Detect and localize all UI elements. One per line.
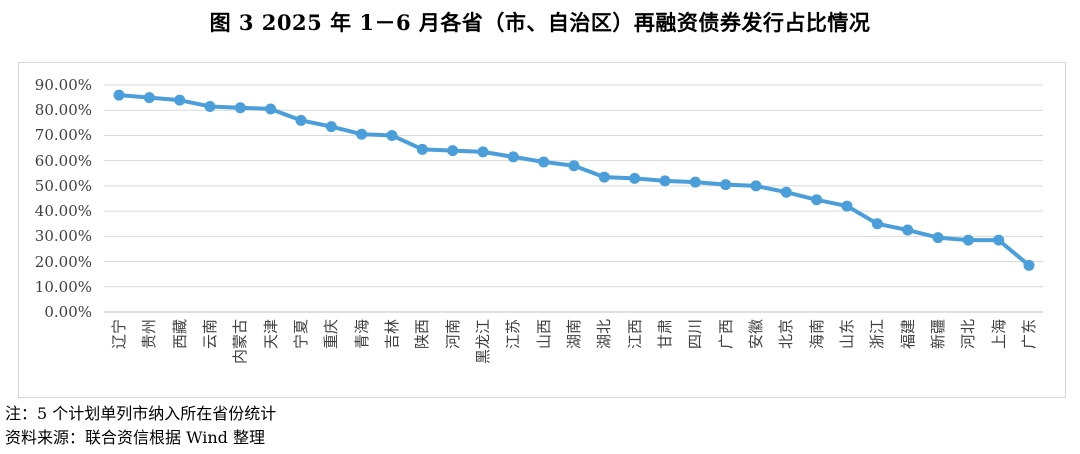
notes-block: 注：5 个计划单列市纳入所在省份统计 资料来源：联合资信根据 Wind 整理 [5,402,276,450]
data-point-marker [720,179,732,191]
x-axis-category-label: 上海 [989,318,1008,349]
x-axis-category-label: 青海 [352,318,371,349]
x-axis-category-label: 天津 [261,318,280,349]
figure-title: 图 3 2025 年 1－6 月各省（市、自治区）再融资债券发行占比情况 [209,10,871,35]
data-point-marker [447,145,459,157]
y-axis-tick-label: 30.00% [34,227,92,246]
x-axis-category-label: 广西 [716,318,735,349]
x-axis-category-label: 贵州 [140,318,159,349]
chart-area: 0.00% 10.00% 20.00% 30.00% 40.00% 50.00% 60.00… [18,62,1066,398]
y-axis-tick-label: 60.00% [34,151,92,170]
data-point-marker [265,103,277,115]
x-axis-category-label: 广东 [1019,318,1038,349]
data-point-marker [780,186,792,198]
data-point-marker [507,151,519,163]
y-axis-tick-label: 0.00% [44,303,92,321]
data-point-marker [1023,259,1035,271]
data-point-marker [386,129,398,141]
data-point-marker [295,114,307,126]
x-axis-category-label: 吉林 [382,318,401,349]
data-point-marker [568,160,580,172]
x-axis-category-label: 北京 [777,318,796,349]
y-axis-tick-label: 70.00% [34,126,92,145]
data-point-marker [538,156,550,168]
x-axis-category-label: 湖北 [595,318,614,349]
data-point-marker [902,224,914,236]
x-axis-category-label: 河南 [443,318,462,349]
data-point-marker [174,94,186,106]
data-source-note: 资料来源：联合资信根据 Wind 整理 [5,428,266,447]
data-point-marker [993,234,1005,246]
x-axis-category-label: 江西 [625,318,644,349]
x-axis-category-label: 云南 [200,318,219,349]
data-point-marker [811,194,823,206]
x-axis-category-label: 陕西 [413,318,432,349]
x-axis-category-label: 河北 [959,318,978,349]
data-point-marker [143,92,155,104]
data-point-marker [204,100,216,112]
data-point-marker [659,175,671,187]
x-axis-category-label: 浙江 [868,318,887,349]
x-axis-category-label: 内蒙古 [231,318,250,364]
x-axis-category-label: 山东 [837,318,856,349]
x-axis-category-label: 四川 [686,318,705,349]
data-point-marker [113,89,125,101]
data-point-marker [234,102,246,114]
x-axis-category-label: 山西 [534,318,553,349]
trend-line [117,93,1031,268]
data-point-marker [689,176,701,188]
data-point-marker [841,200,853,212]
data-point-marker [416,143,428,155]
y-axis-tick-label: 10.00% [34,277,92,296]
y-axis-tick-label: 40.00% [34,202,92,221]
x-axis-category-label: 黑龙江 [473,318,492,364]
y-axis-tick-label: 90.00% [34,76,92,95]
data-point-marker [356,128,368,140]
data-point-marker [629,172,641,184]
data-point-marker [932,232,944,244]
line-chart-canvas [104,84,1043,313]
data-point-marker [325,121,337,133]
data-point-marker [962,234,974,246]
data-point-marker [750,180,762,192]
x-axis-category-label: 新疆 [928,318,947,349]
x-axis-category-label: 辽宁 [110,318,128,349]
data-point-marker [477,146,489,158]
x-axis-category-label: 西藏 [170,318,189,349]
x-axis-category-label: 海南 [807,318,826,349]
data-point-marker [598,171,610,183]
x-axis-category-label: 湖南 [564,318,583,349]
y-axis-tick-label: 20.00% [34,252,92,271]
y-axis-tick-label: 80.00% [34,101,92,120]
chart-note: 注：5 个计划单列市纳入所在省份统计 [5,404,277,423]
x-axis-category-label: 宁夏 [291,318,310,349]
x-axis-category-label: 福建 [898,318,917,349]
x-axis-category-label: 江苏 [504,318,523,349]
x-axis-category-label: 安徽 [746,318,765,349]
y-axis-tick-label: 50.00% [34,176,92,195]
x-axis-category-label: 甘肃 [655,318,674,349]
data-point-marker [871,218,883,230]
x-axis-category-label: 重庆 [322,318,341,349]
